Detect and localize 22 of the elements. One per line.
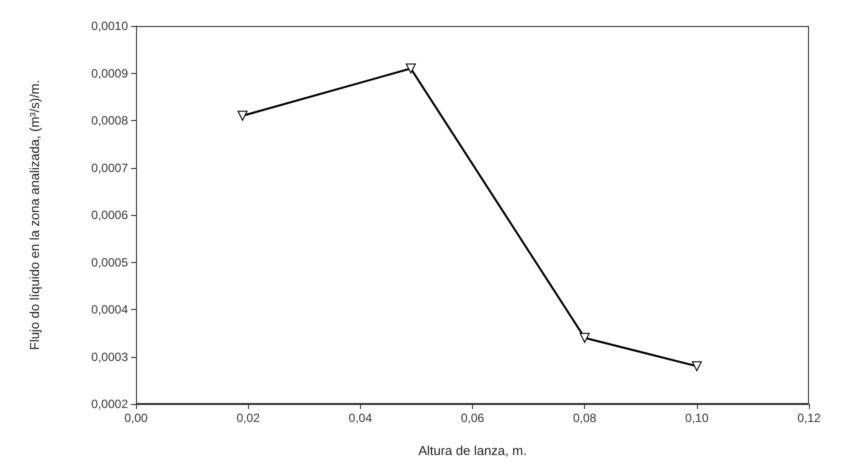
x-tick-label: 0,06 <box>460 411 484 425</box>
x-axis-title: Altura de lanza, m. <box>418 443 527 458</box>
y-axis-title: Flujo do líquido en la zona analizada, (m³/s)/m. <box>27 80 42 350</box>
x-tick-label: 0,04 <box>348 411 372 425</box>
point <box>580 332 590 343</box>
y-tick-label: 0,0005 <box>91 255 128 270</box>
x-tick-label: 0,10 <box>685 411 709 425</box>
point <box>238 110 248 121</box>
x-tick-label: 0,08 <box>572 411 597 425</box>
y-tick-label: 0,0002 <box>91 397 128 411</box>
y-tick-label: 0,0009 <box>91 66 128 80</box>
y-tick-label: 0,0003 <box>91 350 128 364</box>
y-tick-label: 0,0008 <box>91 114 128 128</box>
x-tick-label: 0,00 <box>124 411 148 425</box>
y-tick-label: 0,0010 <box>91 19 128 33</box>
point <box>692 361 702 372</box>
x-tick-label: 0,12 <box>797 411 821 425</box>
y-tick-label: 0,0006 <box>91 208 128 222</box>
y-tick-label: 0,0007 <box>91 160 128 175</box>
y-tick-label: 0,0004 <box>91 302 128 316</box>
x-tick-label: 0,02 <box>236 411 260 425</box>
point <box>406 64 416 74</box>
